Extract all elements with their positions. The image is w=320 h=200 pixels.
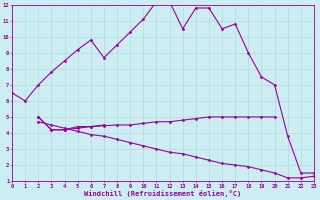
X-axis label: Windchill (Refroidissement éolien,°C): Windchill (Refroidissement éolien,°C)	[84, 190, 242, 197]
